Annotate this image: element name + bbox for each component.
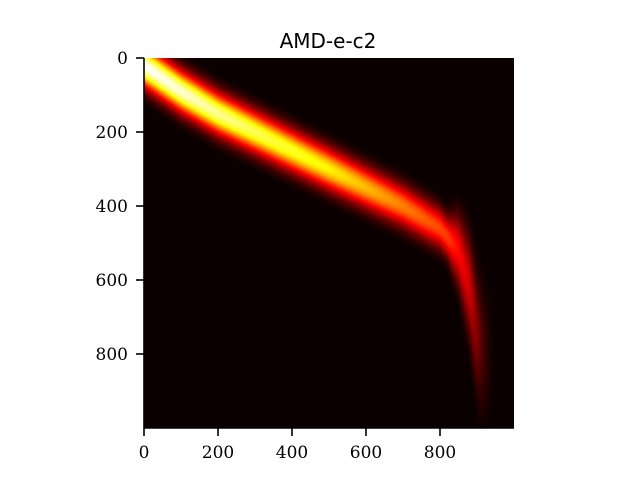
x-tick-label: 600 [350,443,382,463]
y-tick-label: 0 [117,49,128,69]
chart-title: AMD-e-c2 [280,29,377,53]
heatmap-plot-area [144,58,514,428]
x-tick-label: 400 [276,443,308,463]
y-tick-label: 400 [96,197,128,217]
y-tick-label: 200 [96,123,128,143]
x-tick-label: 200 [202,443,234,463]
x-tick-label: 800 [424,443,456,463]
heatmap-image [144,58,514,428]
y-tick-label: 800 [96,345,128,365]
x-tick-label: 0 [139,443,150,463]
y-tick-label: 600 [96,271,128,291]
axes: 0 200 400 600 800 0 200 400 600 800 [96,49,514,463]
